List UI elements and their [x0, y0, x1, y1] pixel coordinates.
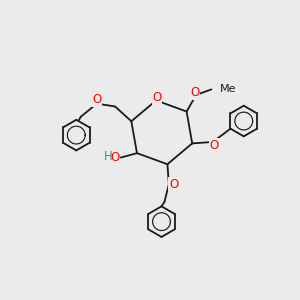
Text: H: H: [104, 150, 113, 163]
Text: O: O: [210, 139, 219, 152]
Text: O: O: [190, 86, 199, 99]
Text: O: O: [169, 178, 178, 191]
Text: O: O: [110, 151, 119, 164]
Text: O: O: [92, 93, 101, 106]
Text: Me: Me: [220, 84, 236, 94]
Text: O: O: [152, 91, 162, 104]
